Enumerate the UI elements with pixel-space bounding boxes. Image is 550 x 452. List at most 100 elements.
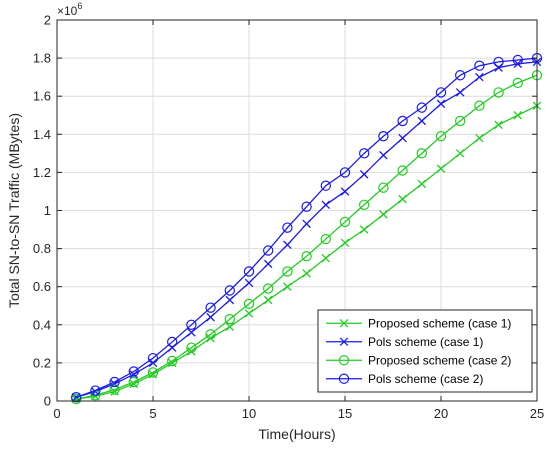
data-point [282, 266, 293, 277]
data-point [475, 133, 484, 143]
data-point [263, 283, 274, 294]
data-point [513, 59, 523, 69]
legend-marker [339, 318, 349, 328]
y-tick-label: 0.4 [33, 317, 51, 332]
legend-marker [338, 373, 350, 384]
data-point [243, 266, 255, 277]
y-exponent-base: ×10 [57, 4, 78, 18]
data-point [435, 131, 447, 142]
data-point [340, 187, 350, 196]
data-point [475, 72, 484, 82]
data-point [512, 54, 524, 66]
y-tick-label: 1.6 [33, 89, 51, 104]
data-point [129, 370, 139, 379]
data-point [359, 225, 369, 234]
data-point [417, 116, 427, 126]
data-point [359, 170, 369, 179]
data-point [283, 282, 292, 291]
y-tick-label: 1.8 [33, 51, 51, 66]
series-line [75, 57, 538, 398]
y-tick-label: 1 [44, 203, 51, 218]
data-point [90, 385, 101, 396]
data-point [474, 100, 485, 111]
series-line [76, 74, 538, 400]
data-point [512, 77, 524, 89]
y-tick-label: 0.8 [33, 241, 51, 256]
data-point [263, 245, 274, 256]
data-point [398, 133, 407, 143]
data-point [283, 240, 292, 250]
data-point [436, 164, 446, 173]
data-point [474, 60, 485, 71]
data-point [494, 63, 503, 72]
x-tick-label: 15 [338, 406, 352, 421]
data-point [494, 120, 503, 130]
data-point [398, 194, 407, 204]
y-axis-title: Total SN-to-SN Traffic (MBytes) [6, 113, 22, 308]
data-point [282, 222, 293, 233]
data-point [416, 148, 427, 159]
data-point [147, 352, 159, 364]
data-point [263, 259, 273, 269]
data-point [320, 180, 331, 191]
data-point [493, 87, 504, 98]
data-point [359, 148, 370, 159]
x-tick-label: 5 [149, 406, 156, 421]
y-tick-label: 0.6 [33, 279, 51, 294]
data-point [243, 298, 255, 310]
data-point [378, 182, 389, 193]
data-point [359, 199, 370, 210]
data-point [225, 322, 235, 331]
data-point [436, 99, 446, 109]
data-point [397, 165, 408, 176]
data-point [320, 233, 331, 245]
y-tick-label: 1.2 [33, 165, 51, 180]
data-point [455, 115, 466, 127]
data-point [340, 238, 350, 248]
legend-marker [339, 337, 349, 347]
series-3 [70, 70, 543, 405]
data-point [301, 251, 312, 262]
legend-label: Pols scheme (case 2) [368, 372, 483, 386]
legend-item: Pols scheme (case 2) [326, 372, 483, 386]
data-point [263, 295, 273, 305]
data-point [301, 201, 312, 212]
data-point [70, 391, 82, 403]
x-tick-label: 0 [53, 406, 60, 421]
data-point [109, 384, 120, 395]
data-point [187, 328, 196, 337]
data-point [302, 219, 311, 229]
data-point [186, 342, 197, 353]
series-layer [70, 52, 543, 405]
x-tick-label: 20 [434, 406, 448, 421]
data-point [224, 285, 235, 296]
series-4 [70, 52, 543, 403]
data-point [302, 269, 311, 278]
data-point [435, 87, 447, 98]
data-point [416, 102, 427, 113]
data-point [147, 367, 159, 378]
legend-item: Proposed scheme (case 1) [326, 317, 511, 331]
data-point [109, 376, 120, 388]
legend-item: Proposed scheme (case 2) [326, 354, 511, 368]
data-point [244, 309, 254, 318]
y-exponent-power: 6 [77, 1, 82, 11]
data-point [417, 179, 427, 189]
data-point [339, 216, 351, 228]
legend: Proposed scheme (case 1) Pols scheme (cas… [317, 309, 533, 393]
data-point [321, 200, 331, 210]
x-tick-label: 25 [530, 406, 544, 421]
x-tick-label: 10 [242, 406, 256, 421]
y-tick-label: 2 [44, 13, 51, 28]
legend-label: Proposed scheme (case 1) [368, 317, 511, 331]
data-point [224, 313, 235, 325]
data-point [455, 149, 465, 158]
legend-item: Pols scheme (case 1) [326, 335, 483, 349]
y-tick-label: 0.2 [33, 355, 51, 370]
data-point [513, 110, 523, 120]
data-point [379, 150, 388, 160]
data-point [455, 88, 465, 97]
data-point [397, 115, 408, 127]
legend-label: Pols scheme (case 1) [368, 335, 483, 349]
